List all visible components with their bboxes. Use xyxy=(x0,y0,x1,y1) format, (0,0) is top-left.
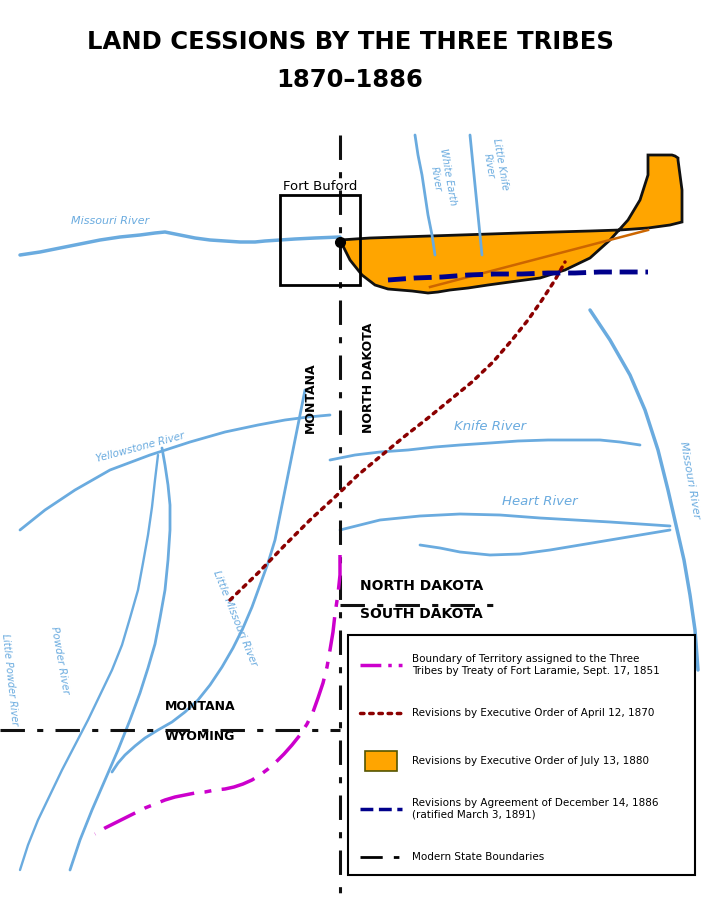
Text: Little Knife
River: Little Knife River xyxy=(479,138,510,193)
Text: Heart River: Heart River xyxy=(502,495,578,508)
Text: White Earth
River: White Earth River xyxy=(426,148,458,208)
Text: Revisions by Executive Order of April 12, 1870: Revisions by Executive Order of April 12… xyxy=(412,708,654,718)
Text: WYOMING: WYOMING xyxy=(165,730,236,743)
Text: Missouri River: Missouri River xyxy=(679,441,701,519)
Text: Little Powder River: Little Powder River xyxy=(0,634,20,726)
Bar xyxy=(365,751,397,771)
Text: Knife River: Knife River xyxy=(454,420,526,433)
Text: Fort Buford: Fort Buford xyxy=(283,180,358,193)
Text: SOUTH DAKOTA: SOUTH DAKOTA xyxy=(360,607,483,621)
Text: Modern State Boundaries: Modern State Boundaries xyxy=(412,852,544,862)
Text: NORTH DAKOTA: NORTH DAKOTA xyxy=(360,579,483,593)
Text: Revisions by Agreement of December 14, 1886
(ratified March 3, 1891): Revisions by Agreement of December 14, 1… xyxy=(412,798,658,820)
Text: Yellowstone River: Yellowstone River xyxy=(95,431,185,464)
Bar xyxy=(348,635,695,875)
Text: MONTANA: MONTANA xyxy=(165,700,236,713)
Bar xyxy=(280,195,360,285)
Text: NORTH DAKOTA: NORTH DAKOTA xyxy=(362,322,374,433)
Text: Boundary of Territory assigned to the Three
Tribes by Treaty of Fort Laramie, Se: Boundary of Territory assigned to the Th… xyxy=(412,654,660,676)
Polygon shape xyxy=(340,155,682,293)
Text: Powder River: Powder River xyxy=(49,626,71,695)
Text: LAND CESSIONS BY THE THREE TRIBES: LAND CESSIONS BY THE THREE TRIBES xyxy=(86,30,613,54)
Text: Missouri River: Missouri River xyxy=(71,216,149,226)
Text: 1870–1886: 1870–1886 xyxy=(277,68,423,92)
Text: MONTANA: MONTANA xyxy=(304,363,316,433)
Text: Revisions by Executive Order of July 13, 1880: Revisions by Executive Order of July 13,… xyxy=(412,756,649,766)
Text: Little Missouri River: Little Missouri River xyxy=(211,569,259,667)
